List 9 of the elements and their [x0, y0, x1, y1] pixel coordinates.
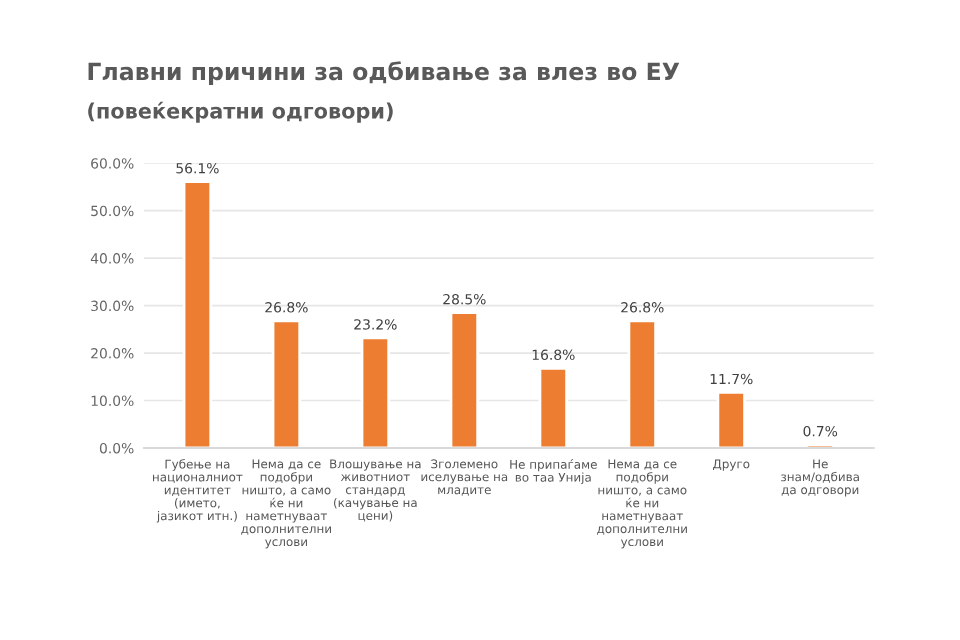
- bar: [716, 391, 746, 448]
- chart-title: Главни причини за одбивање за влез во ЕУ: [88, 61, 680, 85]
- bar: [360, 336, 391, 448]
- chart-subtitle: (повеќекратни одговори): [88, 101, 393, 123]
- bar: [538, 366, 569, 448]
- bar: [271, 319, 302, 448]
- bar: [449, 311, 480, 448]
- bar: [182, 180, 213, 448]
- bar: [627, 319, 657, 448]
